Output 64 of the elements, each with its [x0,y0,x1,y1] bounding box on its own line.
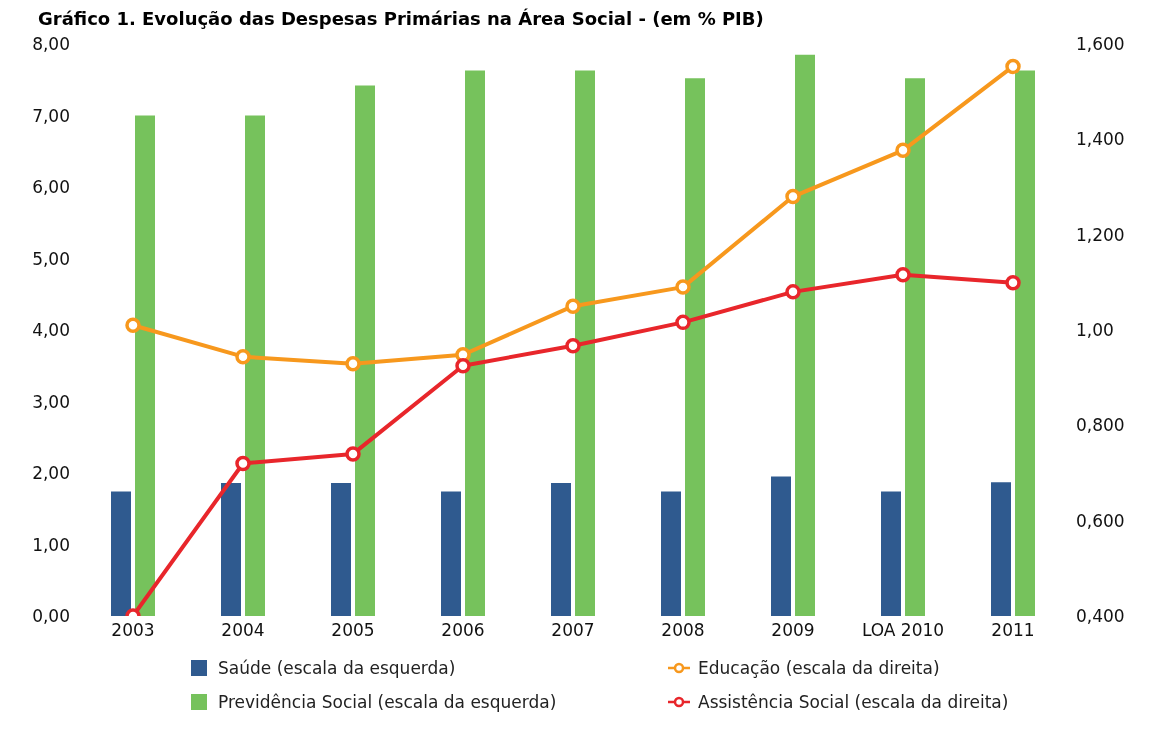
y2-tick-label: 1,400 [1076,129,1125,150]
x-tick-label: 2005 [331,620,375,641]
x-tick-label: 2004 [221,620,265,641]
point [1005,58,1021,75]
point [125,317,141,333]
bar [331,483,351,616]
legend-label: Saúde (escala da esquerda) [218,658,456,678]
bar [441,491,461,616]
point [895,142,911,159]
legend-label: Educação (escala da direita) [698,658,940,678]
bar [465,70,485,616]
point [675,279,691,295]
y-tick-label: 0,00 [32,606,70,627]
chart-title: Gráfico 1. Evolução das Despesas Primárias na Área Social - (em % PIB) [38,8,765,31]
point [235,455,251,472]
point [895,266,911,283]
y2-tick-label: 1,00 [1076,320,1114,341]
legend-label: Previdência Social (escala da esquerda) [218,692,557,712]
x-tick-label: LOA 2010 [861,620,945,641]
point [565,298,581,314]
point [785,188,801,205]
x-tick-label: 2011 [991,620,1035,641]
bar [905,78,925,616]
y-tick-label: 3,00 [32,391,70,412]
point [235,348,251,365]
bar [1015,70,1035,616]
x-tick-label: 2009 [771,620,815,641]
point [345,356,361,372]
point [785,284,801,300]
bar [991,482,1011,616]
point [675,314,691,331]
bar [551,483,571,616]
bar [771,476,791,616]
bar [661,491,681,616]
point [455,358,471,374]
bar [135,115,155,616]
bar [795,54,815,616]
x-tick-label: 2006 [441,620,485,641]
bar [685,78,705,616]
x-tick-label: 2003 [111,620,155,641]
x-tick-label: 2007 [551,620,595,641]
y-tick-label: 5,00 [32,248,70,269]
y-tick-label: 6,00 [32,177,70,198]
y-tick-label: 1,00 [32,534,70,555]
x-tick-label: 2008 [661,620,705,641]
y-tick-label: 8,00 [32,34,70,55]
legend-label: Assistência Social (escala da direita) [698,692,1009,712]
bar [575,70,595,616]
bar [111,491,131,616]
y-tick-label: 4,00 [32,320,70,341]
y2-tick-label: 1,600 [1076,34,1125,55]
y-tick-label: 2,00 [32,463,70,484]
point [1005,275,1021,291]
y-tick-label: 7,00 [32,105,70,126]
bar [881,491,901,616]
y2-tick-label: 0,800 [1076,415,1125,436]
y2-tick-label: 0,600 [1076,510,1125,531]
y2-tick-label: 0,400 [1076,606,1125,627]
point [345,446,361,462]
bar [245,115,265,616]
point [565,337,581,354]
bar [221,483,241,616]
bar [355,85,375,616]
y2-tick-label: 1,200 [1076,224,1125,245]
